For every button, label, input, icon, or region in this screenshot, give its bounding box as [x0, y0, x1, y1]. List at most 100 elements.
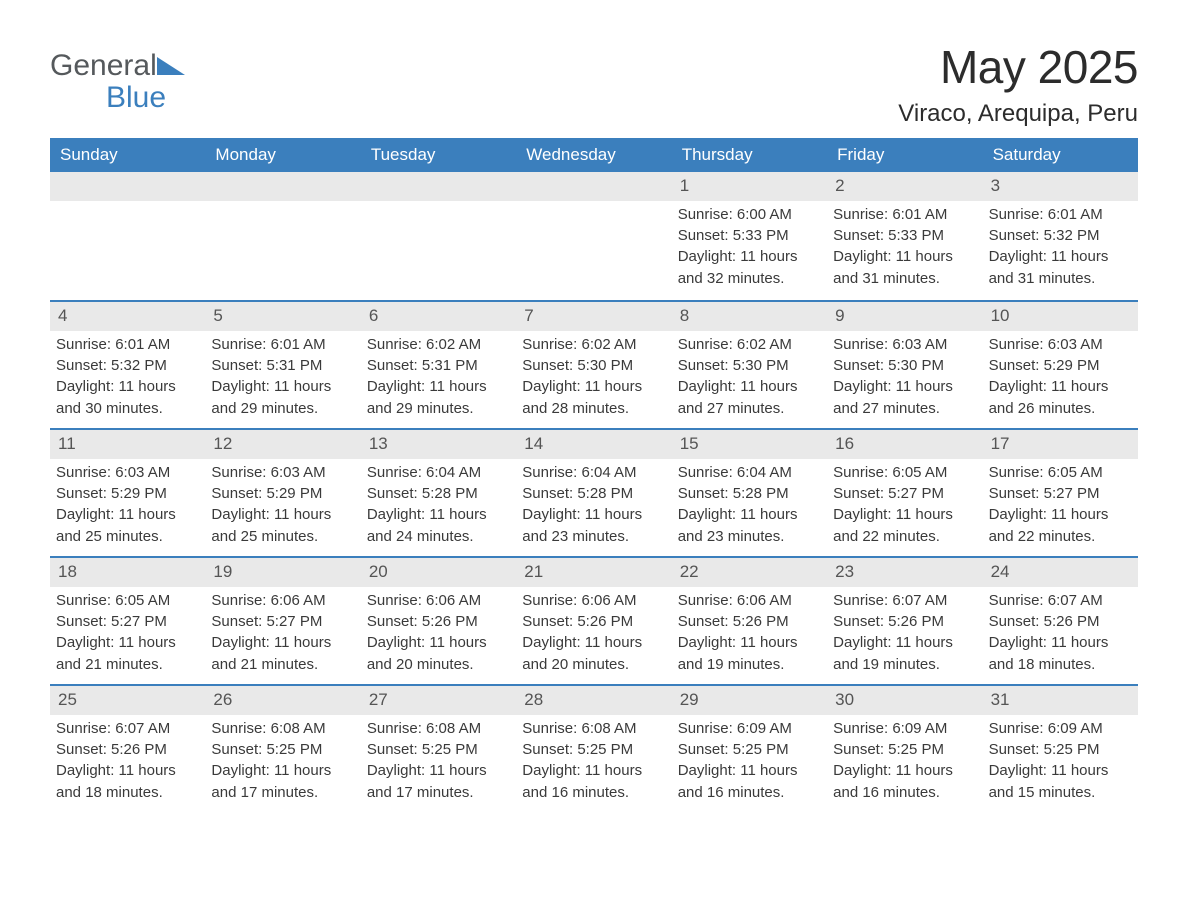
- day-info: Sunrise: 6:07 AMSunset: 5:26 PMDaylight:…: [50, 719, 205, 803]
- day-daylight1: Daylight: 11 hours: [678, 505, 821, 525]
- day-sunset: Sunset: 5:28 PM: [522, 484, 665, 504]
- day-number: [516, 172, 671, 201]
- header: General Blue May 2025 Viraco, Arequipa, …: [50, 40, 1138, 128]
- day-info: Sunrise: 6:08 AMSunset: 5:25 PMDaylight:…: [516, 719, 671, 803]
- day-daylight2: and 19 minutes.: [678, 655, 821, 675]
- day-info: Sunrise: 6:03 AMSunset: 5:29 PMDaylight:…: [205, 463, 360, 547]
- day-sunrise: Sunrise: 6:01 AM: [211, 335, 354, 355]
- day-cell: 14Sunrise: 6:04 AMSunset: 5:28 PMDayligh…: [516, 430, 671, 556]
- day-daylight1: Daylight: 11 hours: [833, 247, 976, 267]
- day-sunset: Sunset: 5:33 PM: [678, 226, 821, 246]
- day-sunset: Sunset: 5:29 PM: [211, 484, 354, 504]
- day-sunset: Sunset: 5:26 PM: [833, 612, 976, 632]
- day-sunset: Sunset: 5:32 PM: [989, 226, 1132, 246]
- day-sunrise: Sunrise: 6:02 AM: [522, 335, 665, 355]
- day-info: Sunrise: 6:09 AMSunset: 5:25 PMDaylight:…: [672, 719, 827, 803]
- day-daylight2: and 31 minutes.: [989, 269, 1132, 289]
- day-sunrise: Sunrise: 6:09 AM: [678, 719, 821, 739]
- day-sunrise: Sunrise: 6:08 AM: [522, 719, 665, 739]
- day-daylight1: Daylight: 11 hours: [367, 377, 510, 397]
- day-info: Sunrise: 6:07 AMSunset: 5:26 PMDaylight:…: [827, 591, 982, 675]
- day-daylight1: Daylight: 11 hours: [211, 633, 354, 653]
- day-sunset: Sunset: 5:30 PM: [833, 356, 976, 376]
- day-sunrise: Sunrise: 6:02 AM: [367, 335, 510, 355]
- day-daylight2: and 29 minutes.: [367, 399, 510, 419]
- day-info: Sunrise: 6:04 AMSunset: 5:28 PMDaylight:…: [516, 463, 671, 547]
- title-block: May 2025 Viraco, Arequipa, Peru: [898, 40, 1138, 128]
- day-daylight2: and 25 minutes.: [211, 527, 354, 547]
- day-cell: [50, 172, 205, 300]
- day-daylight1: Daylight: 11 hours: [367, 505, 510, 525]
- day-daylight2: and 23 minutes.: [678, 527, 821, 547]
- day-daylight1: Daylight: 11 hours: [522, 377, 665, 397]
- day-number: 25: [50, 686, 205, 715]
- day-number: [205, 172, 360, 201]
- day-sunrise: Sunrise: 6:05 AM: [989, 463, 1132, 483]
- day-number: 2: [827, 172, 982, 201]
- day-daylight2: and 20 minutes.: [367, 655, 510, 675]
- day-sunset: Sunset: 5:26 PM: [989, 612, 1132, 632]
- day-daylight1: Daylight: 11 hours: [367, 633, 510, 653]
- day-cell: 25 Sunrise: 6:07 AMSunset: 5:26 PMDayligh…: [50, 686, 205, 812]
- day-daylight2: and 29 minutes.: [211, 399, 354, 419]
- day-cell: 28 Sunrise: 6:08 AMSunset: 5:25 PMDayligh…: [516, 686, 671, 812]
- day-number: 1: [672, 172, 827, 201]
- day-daylight1: Daylight: 11 hours: [833, 505, 976, 525]
- day-number: 16: [827, 430, 982, 459]
- day-number: [361, 172, 516, 201]
- week-row: 18Sunrise: 6:05 AMSunset: 5:27 PMDayligh…: [50, 556, 1138, 684]
- day-sunset: Sunset: 5:26 PM: [522, 612, 665, 632]
- day-sunrise: Sunrise: 6:07 AM: [56, 719, 199, 739]
- day-sunset: Sunset: 5:25 PM: [211, 740, 354, 760]
- day-sunset: Sunset: 5:27 PM: [989, 484, 1132, 504]
- day-sunrise: Sunrise: 6:03 AM: [989, 335, 1132, 355]
- day-info: Sunrise: 6:02 AMSunset: 5:30 PMDaylight:…: [516, 335, 671, 419]
- day-sunrise: Sunrise: 6:08 AM: [367, 719, 510, 739]
- day-info: Sunrise: 6:04 AMSunset: 5:28 PMDaylight:…: [672, 463, 827, 547]
- day-cell: 16Sunrise: 6:05 AMSunset: 5:27 PMDayligh…: [827, 430, 982, 556]
- day-cell: 6Sunrise: 6:02 AMSunset: 5:31 PMDaylight…: [361, 302, 516, 428]
- weeks-container: 1Sunrise: 6:00 AMSunset: 5:33 PMDaylight…: [50, 172, 1138, 812]
- weekday-header: Tuesday: [361, 138, 516, 172]
- weekday-header: Thursday: [672, 138, 827, 172]
- day-info: Sunrise: 6:01 AMSunset: 5:33 PMDaylight:…: [827, 205, 982, 289]
- day-number: 9: [827, 302, 982, 331]
- day-cell: 19Sunrise: 6:06 AMSunset: 5:27 PMDayligh…: [205, 558, 360, 684]
- day-info: Sunrise: 6:06 AMSunset: 5:26 PMDaylight:…: [672, 591, 827, 675]
- day-sunrise: Sunrise: 6:01 AM: [989, 205, 1132, 225]
- logo-general: General: [50, 49, 157, 82]
- day-cell: 11Sunrise: 6:03 AMSunset: 5:29 PMDayligh…: [50, 430, 205, 556]
- day-sunrise: Sunrise: 6:04 AM: [367, 463, 510, 483]
- day-daylight1: Daylight: 11 hours: [833, 761, 976, 781]
- weekday-header: Monday: [205, 138, 360, 172]
- day-cell: 29Sunrise: 6:09 AMSunset: 5:25 PMDayligh…: [672, 686, 827, 812]
- day-cell: 30Sunrise: 6:09 AMSunset: 5:25 PMDayligh…: [827, 686, 982, 812]
- day-number: 22: [672, 558, 827, 587]
- day-daylight2: and 18 minutes.: [989, 655, 1132, 675]
- day-info: Sunrise: 6:03 AMSunset: 5:29 PMDaylight:…: [50, 463, 205, 547]
- day-sunrise: Sunrise: 6:01 AM: [833, 205, 976, 225]
- day-daylight2: and 18 minutes.: [56, 783, 199, 803]
- day-cell: [205, 172, 360, 300]
- day-daylight2: and 21 minutes.: [211, 655, 354, 675]
- day-cell: 8 Sunrise: 6:02 AMSunset: 5:30 PMDaylight…: [672, 302, 827, 428]
- day-sunset: Sunset: 5:28 PM: [367, 484, 510, 504]
- logo-blue: Blue: [50, 81, 166, 114]
- day-sunrise: Sunrise: 6:03 AM: [211, 463, 354, 483]
- day-cell: 3Sunrise: 6:01 AMSunset: 5:32 PMDaylight…: [983, 172, 1138, 300]
- day-number: 28: [516, 686, 671, 715]
- day-number: 7: [516, 302, 671, 331]
- day-daylight2: and 15 minutes.: [989, 783, 1132, 803]
- day-daylight1: Daylight: 11 hours: [211, 505, 354, 525]
- day-info: Sunrise: 6:02 AMSunset: 5:30 PMDaylight:…: [672, 335, 827, 419]
- day-sunrise: Sunrise: 6:05 AM: [56, 591, 199, 611]
- day-number: 8: [672, 302, 827, 331]
- day-cell: 1Sunrise: 6:00 AMSunset: 5:33 PMDaylight…: [672, 172, 827, 300]
- day-cell: 27Sunrise: 6:08 AMSunset: 5:25 PMDayligh…: [361, 686, 516, 812]
- page-subtitle: Viraco, Arequipa, Peru: [898, 100, 1138, 128]
- day-cell: 26Sunrise: 6:08 AMSunset: 5:25 PMDayligh…: [205, 686, 360, 812]
- day-sunset: Sunset: 5:27 PM: [211, 612, 354, 632]
- day-cell: 22 Sunrise: 6:06 AMSunset: 5:26 PMDayligh…: [672, 558, 827, 684]
- day-sunset: Sunset: 5:25 PM: [367, 740, 510, 760]
- day-daylight1: Daylight: 11 hours: [989, 377, 1132, 397]
